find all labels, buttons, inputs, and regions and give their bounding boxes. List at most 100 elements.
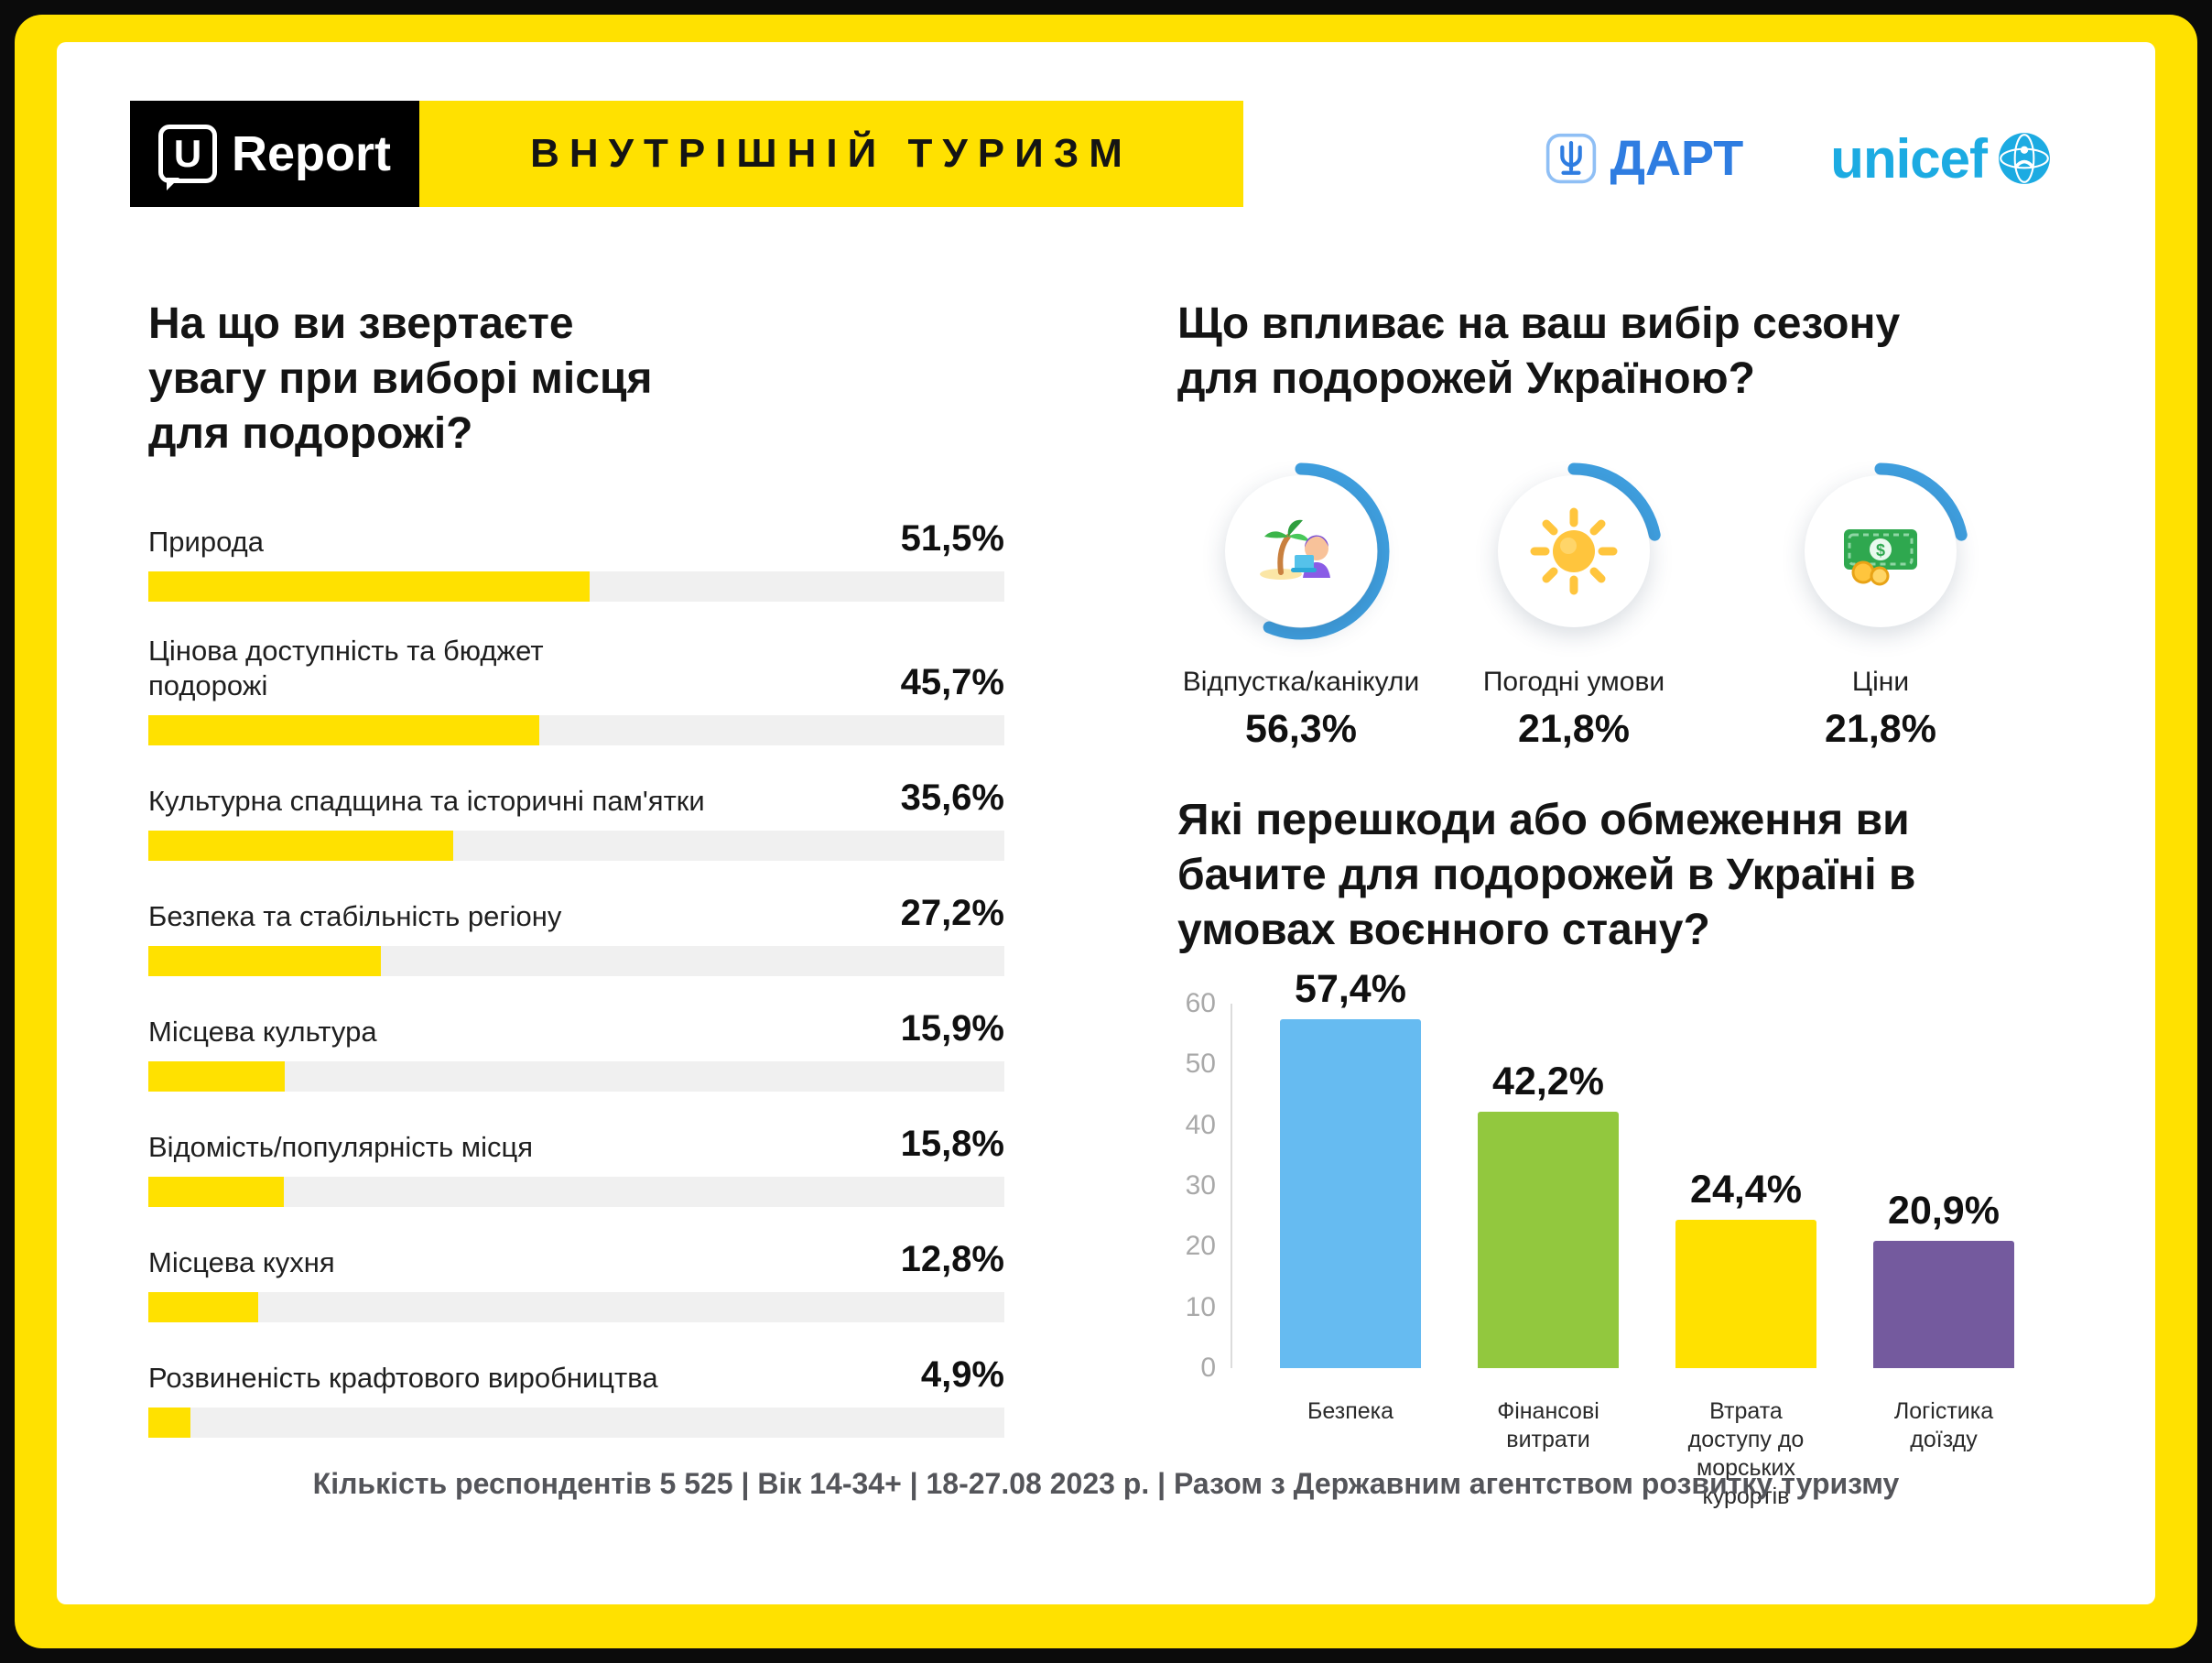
bar-value: 42,2% bbox=[1492, 1060, 1604, 1104]
x-label: Фінансові витрати bbox=[1497, 1398, 1599, 1452]
circle-disc bbox=[1225, 475, 1377, 627]
season-circle: Погодні умови 21,8% bbox=[1450, 460, 1697, 752]
footer-text: Кількість респондентів 5 525 | Вік 14-34… bbox=[312, 1467, 1900, 1500]
ring-wrap: $ bbox=[1789, 460, 1972, 643]
bar-column: 24,4% bbox=[1675, 1004, 1816, 1368]
bar-column: 57,4% bbox=[1280, 967, 1421, 1368]
hbar-percent: 27,2% bbox=[900, 893, 1004, 933]
hbar-row: Природа 51,5% bbox=[148, 518, 1004, 602]
bar-finance bbox=[1478, 1112, 1619, 1368]
season-section: Що впливає на ваш вибір сезону для подор… bbox=[1177, 297, 2130, 752]
hbar-track bbox=[148, 1177, 1004, 1207]
hbar-track bbox=[148, 946, 1004, 976]
hbar-label: Місцева кухня bbox=[148, 1246, 335, 1278]
hbar-track bbox=[148, 1408, 1004, 1438]
bar-value: 24,4% bbox=[1690, 1168, 1802, 1212]
hbar-track bbox=[148, 1292, 1004, 1322]
x-label: Втрата доступу до морських курортів bbox=[1687, 1398, 1805, 1509]
ring-wrap bbox=[1209, 460, 1393, 643]
circle-disc: $ bbox=[1805, 475, 1957, 627]
bar-value: 57,4% bbox=[1295, 967, 1406, 1012]
hbar-label: Безпека та стабільність регіону bbox=[148, 900, 562, 932]
question-travel-place: На що ви звертаєте увагу при виборі місц… bbox=[148, 299, 653, 458]
unicef-wordmark: unicef bbox=[1830, 127, 1988, 190]
hbar-label: Цінова доступність та бюджет подорожі bbox=[148, 635, 544, 701]
dart-logo: ДАРТ bbox=[1545, 130, 1743, 187]
unicef-emblem-icon bbox=[1999, 133, 2050, 184]
hbar-row: Місцева кухня 12,8% bbox=[148, 1239, 1004, 1322]
hbar-row: Відомість/популярність місця 15,8% bbox=[148, 1124, 1004, 1207]
circle-percent: 56,3% bbox=[1245, 707, 1357, 751]
hbar-percent: 35,6% bbox=[900, 777, 1004, 818]
vacation-icon bbox=[1260, 519, 1330, 580]
obstacles-chart: 60 50 40 30 20 10 0 57,4% 42,2% bbox=[1177, 967, 2148, 1383]
obstacles-section: Які перешкоди або обмеження ви бачите дл… bbox=[1177, 793, 2148, 1511]
question-season: Що впливає на ваш вибір сезону для подор… bbox=[1177, 299, 1901, 403]
trident-icon bbox=[1545, 133, 1596, 184]
u-report-bubble-icon: U bbox=[158, 125, 217, 190]
hbar-track bbox=[148, 715, 1004, 745]
y-tick: 0 bbox=[1200, 1352, 1216, 1383]
hbar-fill bbox=[148, 831, 453, 861]
circle-disc bbox=[1498, 475, 1650, 627]
hbar-label: Культурна спадщина та історичні пам'ятки bbox=[148, 785, 705, 817]
circle-percent: 21,8% bbox=[1518, 707, 1630, 751]
hbar-label: Розвиненість крафтового виробництва bbox=[148, 1362, 658, 1394]
circle-label: Погодні умови bbox=[1482, 667, 1665, 697]
y-tick: 30 bbox=[1185, 1169, 1216, 1201]
hbar-percent: 15,9% bbox=[900, 1008, 1004, 1049]
y-axis: 60 50 40 30 20 10 0 bbox=[1177, 989, 1231, 1383]
banner-title: ВНУТРІШНІЙ ТУРИЗМ bbox=[419, 101, 1243, 207]
y-tick: 40 bbox=[1185, 1109, 1216, 1140]
season-circles: Відпустка/канікули 56,3% bbox=[1177, 460, 2130, 752]
hbar-label: Відомість/популярність місця bbox=[148, 1131, 534, 1163]
bar-column: 20,9% bbox=[1873, 1004, 2014, 1368]
hbar-fill bbox=[148, 1292, 258, 1322]
y-tick: 60 bbox=[1185, 988, 1216, 1018]
hbar-row: Безпека та стабільність регіону 27,2% bbox=[148, 893, 1004, 976]
hbar-row: Місцева культура 15,9% bbox=[148, 1008, 1004, 1092]
circle-label: Ціни bbox=[1851, 667, 1910, 697]
u-report-u: U bbox=[173, 132, 202, 175]
hbar-track bbox=[148, 571, 1004, 602]
bar-value: 20,9% bbox=[1888, 1189, 2000, 1234]
hbar-percent: 12,8% bbox=[900, 1239, 1004, 1279]
hbar-fill bbox=[148, 1177, 284, 1207]
bar-safety bbox=[1280, 1019, 1421, 1368]
bar-logistics bbox=[1873, 1241, 2014, 1368]
hbar-row: Культурна спадщина та історичні пам'ятки… bbox=[148, 777, 1004, 861]
hbar-percent: 51,5% bbox=[900, 518, 1004, 559]
partner-logos: ДАРТ unicef bbox=[1545, 126, 2053, 190]
question-obstacles: Які перешкоди або обмеження ви бачите дл… bbox=[1177, 796, 1916, 954]
y-tick: 20 bbox=[1185, 1231, 1216, 1262]
u-report-wordmark: Report bbox=[232, 126, 391, 181]
hbar-percent: 15,8% bbox=[900, 1124, 1004, 1164]
ring-progress bbox=[1212, 462, 1390, 640]
ring-progress bbox=[1792, 462, 1969, 640]
hbar-fill bbox=[148, 946, 382, 976]
hbar-fill bbox=[148, 715, 540, 745]
infographic-card: U Report ВНУТРІШНІЙ ТУРИЗМ ДАРТ unicef bbox=[57, 42, 2155, 1604]
y-tick: 50 bbox=[1185, 1049, 1216, 1080]
plot-area: 57,4% 42,2% 24,4% 20,9% bbox=[1231, 967, 2014, 1368]
circle-label: Відпустка/канікули bbox=[1182, 667, 1420, 697]
hbar-row: Цінова доступність та бюджет подорожі 45,… bbox=[148, 634, 1004, 745]
hbar-track bbox=[148, 831, 1004, 861]
unicef-logo: unicef bbox=[1830, 127, 2053, 190]
hbar-fill bbox=[148, 571, 590, 602]
hbar-percent: 4,9% bbox=[920, 1354, 1004, 1395]
circle-percent: 21,8% bbox=[1825, 707, 1936, 751]
hbar-list: Природа 51,5% Цінова доступність та бюдже… bbox=[148, 518, 1004, 1438]
travel-place-section: На що ви звертаєте увагу при виборі місц… bbox=[148, 297, 1004, 1470]
hbar-label: Місцева культура bbox=[148, 1016, 377, 1048]
season-circle: Відпустка/канікули 56,3% bbox=[1177, 460, 1425, 752]
season-circle: $ Ціни 21,8% bbox=[1757, 460, 2004, 752]
svg-text:$: $ bbox=[1876, 541, 1885, 560]
hbar-track bbox=[148, 1061, 1004, 1092]
y-tick: 10 bbox=[1185, 1291, 1216, 1322]
bar-sea-resorts bbox=[1675, 1220, 1816, 1368]
hbar-percent: 45,7% bbox=[900, 662, 1004, 702]
ring-wrap bbox=[1482, 460, 1665, 643]
x-label: Логістика доїзду bbox=[1893, 1398, 1994, 1452]
money-icon: $ bbox=[1844, 529, 1917, 586]
